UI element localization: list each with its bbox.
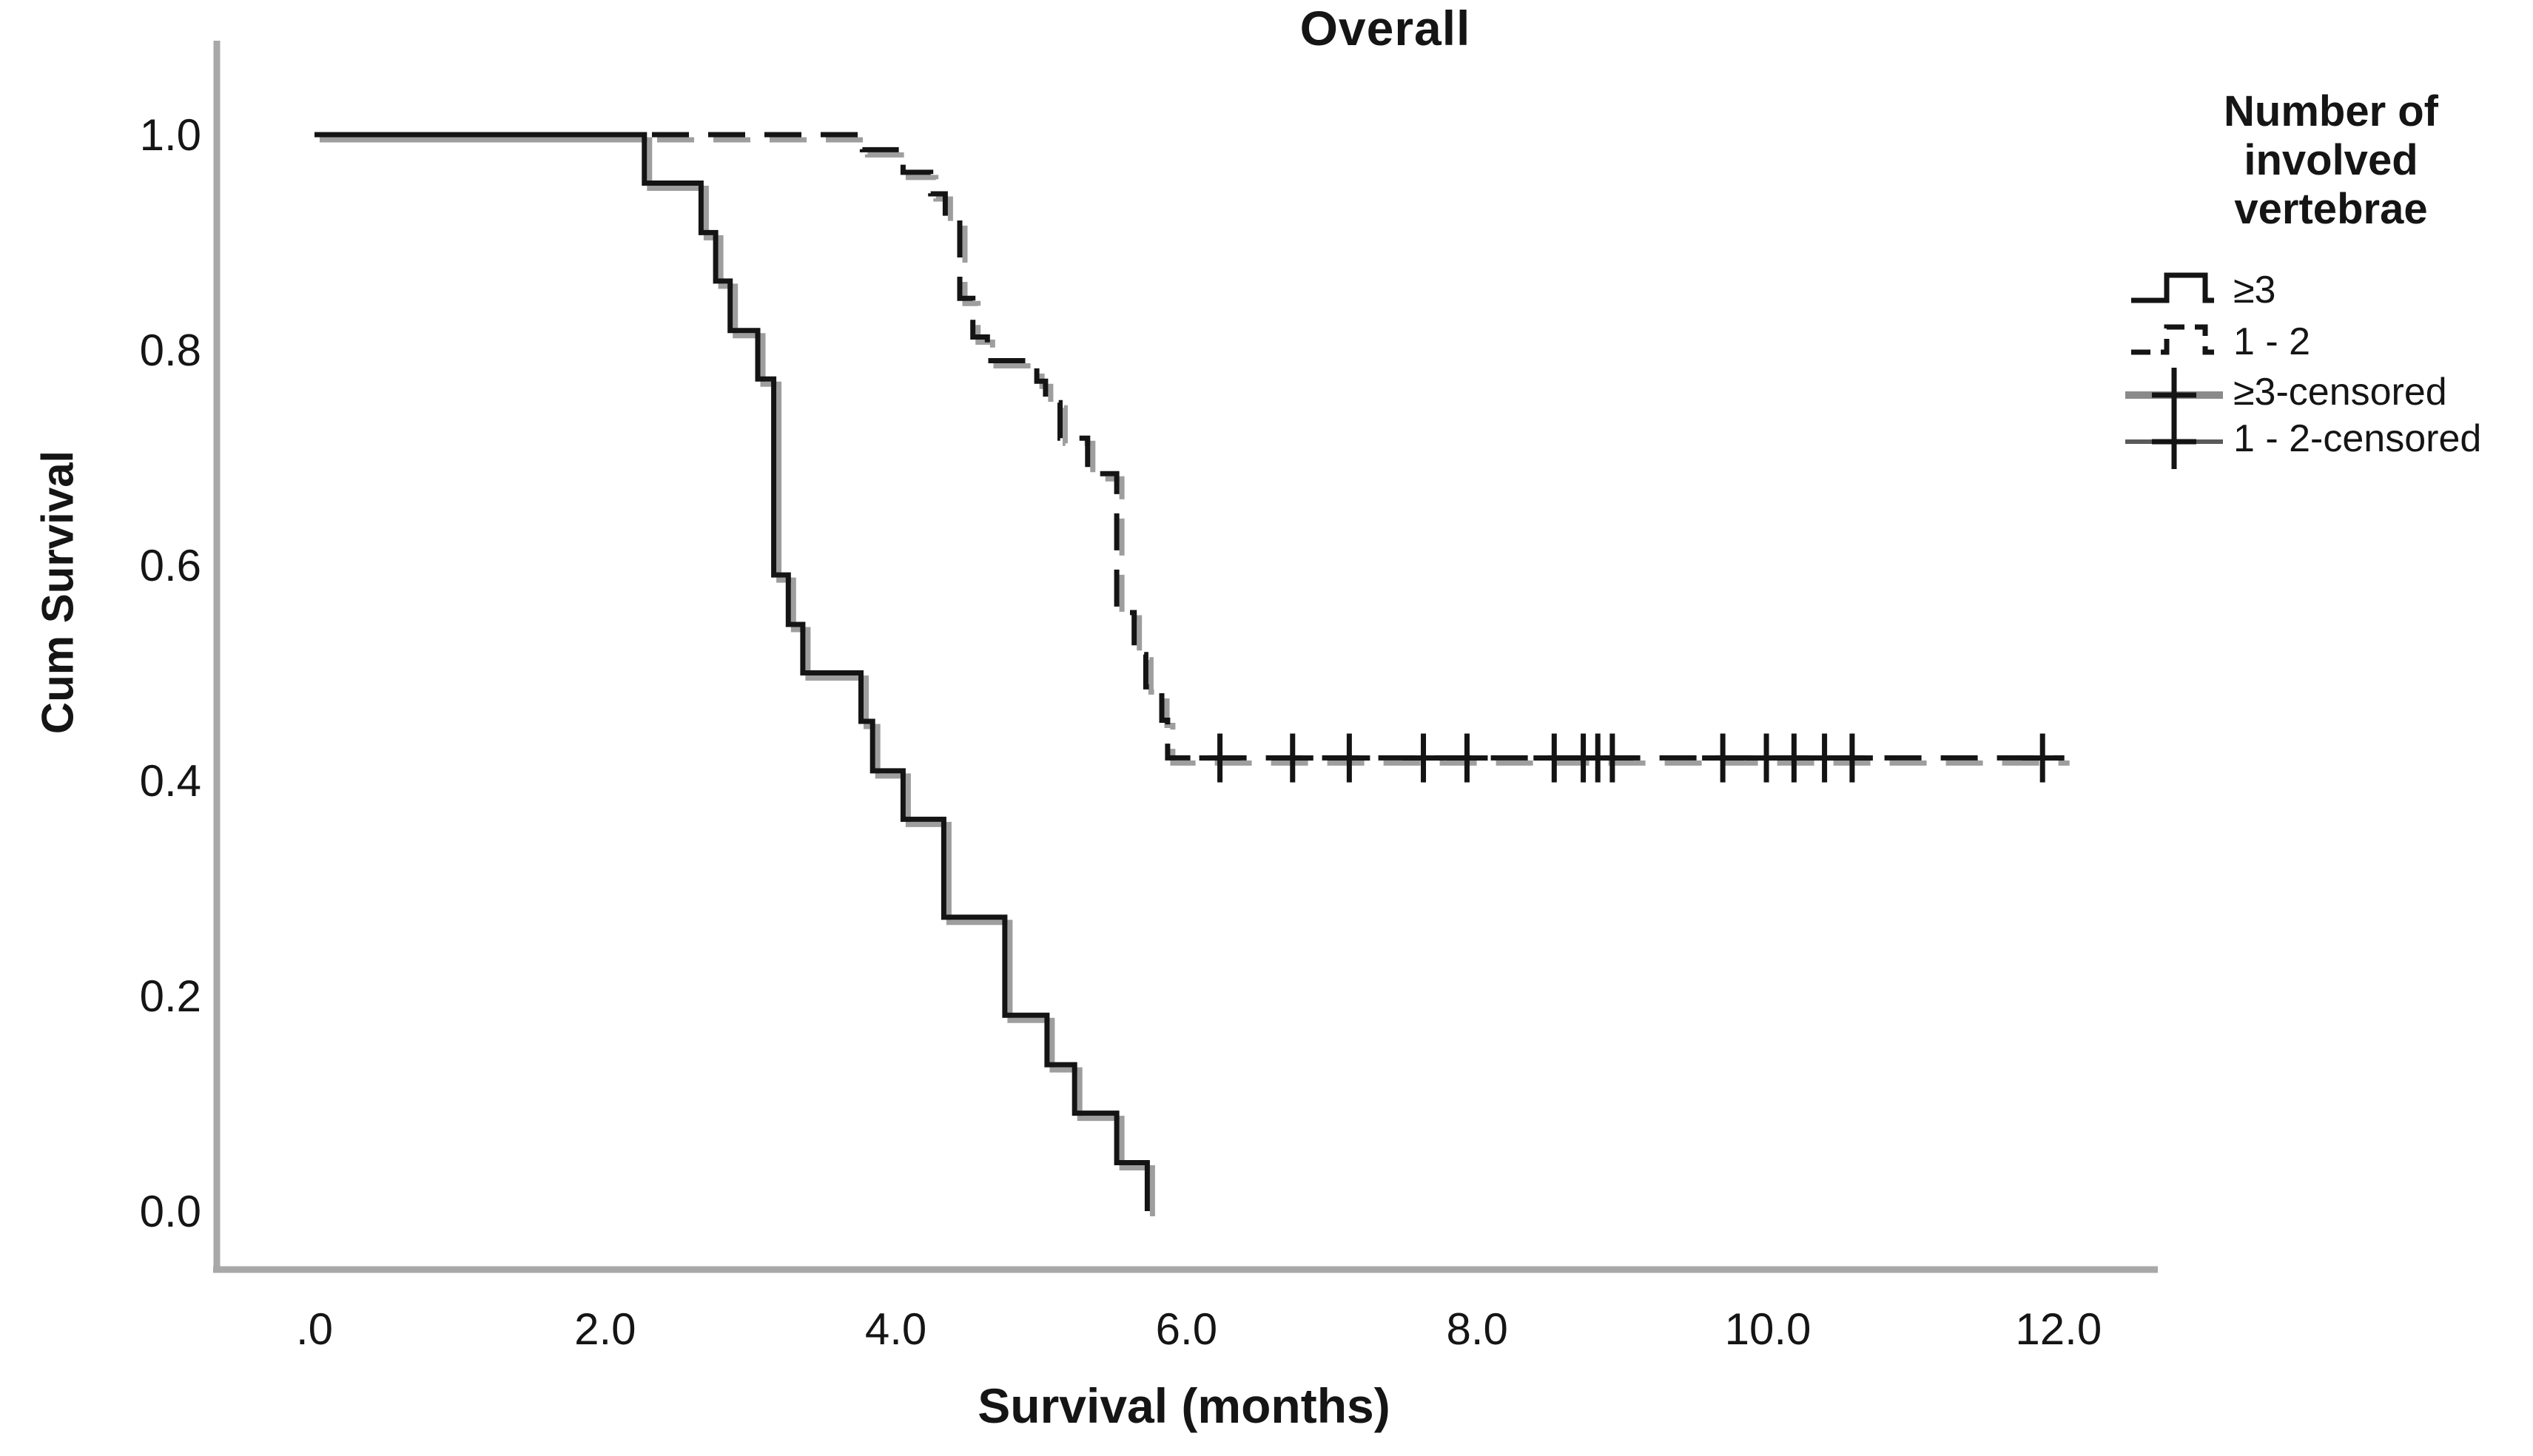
legend-title-line: Number of	[2224, 87, 2438, 135]
x-tick-label: 2.0	[574, 1304, 636, 1354]
censor-plus-mark	[2022, 733, 2064, 783]
legend-symbol-1-2-step-icon	[2131, 324, 2214, 355]
legend-symbol-ge3-step-icon	[2131, 272, 2214, 303]
censor-plus-mark	[1271, 733, 1313, 783]
chart-title: Overall	[1299, 1, 1471, 55]
x-tick-label: 6.0	[1155, 1304, 1218, 1354]
legend-title-line: involved	[2244, 136, 2418, 184]
x-tick-label: 4.0	[864, 1304, 927, 1354]
y-tick-label: 0.4	[139, 756, 201, 806]
legend-item-label: ≥3	[2233, 269, 2276, 311]
x-tick-label: 10.0	[1724, 1304, 1812, 1354]
curve-shadows	[320, 137, 2070, 1216]
x-tick-label: .0	[295, 1304, 334, 1354]
x-axis-title: Survival (months)	[978, 1378, 1390, 1433]
legend-symbol-ge3-censored-plus-icon	[2152, 368, 2196, 422]
y-axis-title: Cum Survival	[33, 450, 83, 735]
legend-title: Number of involved vertebrae	[2139, 87, 2523, 234]
y-tick-label: 0.2	[139, 971, 201, 1021]
series-0-line	[314, 132, 1150, 1211]
x-tick-label: 12.0	[2015, 1304, 2102, 1354]
legend-symbols	[2125, 272, 2223, 469]
y-tick-label: 0.0	[139, 1187, 201, 1236]
legend-item-label: 1 - 2	[2233, 320, 2311, 363]
y-tick-label: 1.0	[139, 110, 201, 160]
legend-item-label: 1 - 2-censored	[2233, 417, 2482, 460]
censor-plus-mark	[1591, 733, 1633, 783]
series-1-shadow	[320, 137, 2070, 766]
censor-plus-mark	[1446, 733, 1488, 783]
y-tick-label: 0.8	[139, 326, 201, 375]
x-tick-label: 8.0	[1446, 1304, 1508, 1354]
y-tick-label: 0.6	[139, 541, 201, 590]
legend-item-label: ≥3-censored	[2233, 371, 2447, 414]
survival-curves	[314, 132, 2070, 1216]
censor-plus-mark	[1702, 733, 1744, 783]
series-0-shadow	[320, 137, 1155, 1216]
censor-plus-mark	[1402, 733, 1444, 783]
legend-title-line: vertebrae	[2234, 185, 2428, 233]
legend-symbol-1-2-censored-plus-icon	[2152, 414, 2196, 469]
axes	[213, 41, 2158, 1273]
series-1-line	[314, 132, 2065, 761]
censor-plus-mark	[1328, 733, 1370, 783]
censor-plus-mark	[1831, 733, 1873, 783]
censor-plus-mark	[1199, 733, 1241, 783]
curve-lines	[314, 132, 2065, 1211]
